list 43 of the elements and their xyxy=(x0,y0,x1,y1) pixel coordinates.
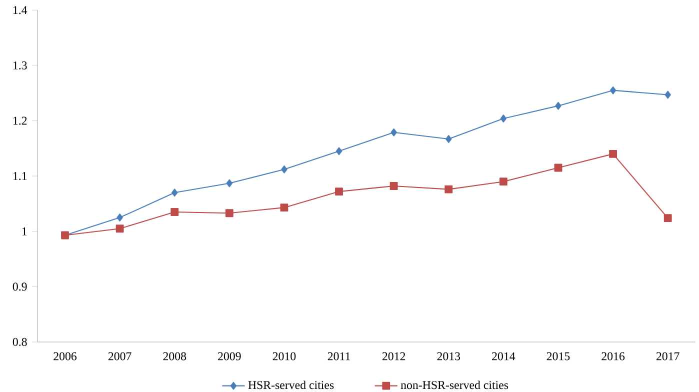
point xyxy=(390,182,398,190)
point xyxy=(664,90,671,99)
x-tick-label: 2014 xyxy=(492,352,516,360)
y-tick-label: 1 xyxy=(22,227,27,236)
x-tick-label: 2007 xyxy=(108,352,132,360)
point xyxy=(664,214,672,222)
point xyxy=(499,178,508,186)
point xyxy=(225,209,234,218)
point xyxy=(281,165,288,174)
x-tick-label: 2016 xyxy=(602,352,625,360)
point xyxy=(335,188,343,196)
y-tick-label: 1.2 xyxy=(13,116,27,125)
point xyxy=(116,214,123,222)
point xyxy=(555,102,562,110)
y-tick-label: 0.8 xyxy=(12,338,27,346)
point xyxy=(554,164,562,172)
point xyxy=(336,147,342,156)
y-tick-label: 1.3 xyxy=(13,61,27,70)
x-tick-label: 2011 xyxy=(328,352,350,360)
x-tick-label: 2013 xyxy=(437,352,460,360)
y-tick-label: 1.4 xyxy=(13,6,28,14)
legend-label: non-HSR-served cities xyxy=(400,380,508,390)
x-tick-label: 2017 xyxy=(656,352,680,360)
x-tick-label: 2015 xyxy=(546,352,570,360)
y-tick-label: 1.1 xyxy=(13,172,27,180)
x-tick-label: 2012 xyxy=(382,352,406,360)
point xyxy=(171,188,178,197)
y-tick-label: 0.9 xyxy=(12,282,27,291)
x-tick-label: 2010 xyxy=(272,352,296,360)
point xyxy=(116,224,124,233)
point xyxy=(390,128,397,136)
point xyxy=(500,114,507,123)
point xyxy=(609,150,617,158)
x-tick-label: 2008 xyxy=(163,352,186,360)
point xyxy=(226,179,233,188)
point xyxy=(610,86,616,94)
point xyxy=(444,185,453,194)
x-tick-label: 2009 xyxy=(218,352,241,360)
point xyxy=(170,208,179,216)
x-tick-label: 2006 xyxy=(54,352,77,360)
point xyxy=(280,204,288,212)
legend-label: HSR-served cities xyxy=(248,380,334,390)
point xyxy=(446,135,452,143)
